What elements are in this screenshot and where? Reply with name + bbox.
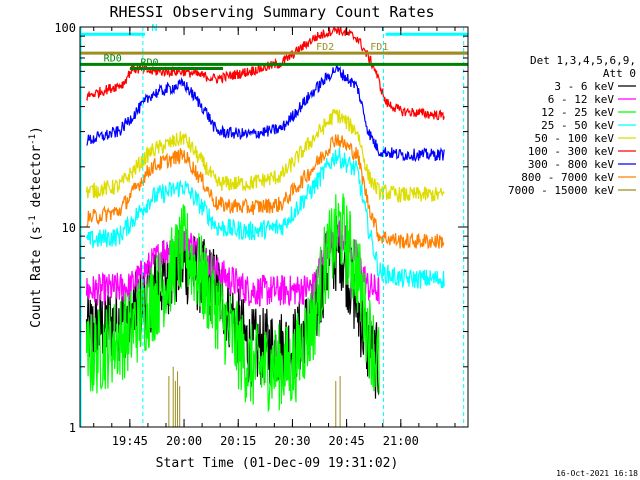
x-tick-label: 20:15 (220, 434, 256, 448)
y-axis-label-main: Count Rate (s (29, 226, 44, 328)
y-axis-label-sup1: -1 (28, 215, 38, 226)
legend-label: 25 - 50 keV (541, 119, 614, 132)
y-axis-label: Count Rate (s-1 detector-1) (28, 126, 44, 328)
chart-title: RHESSI Observing Summary Count Rates (109, 3, 434, 21)
flag-label-rd0: RD0 (104, 53, 122, 64)
y-axis-label-mid: detector (29, 145, 44, 216)
y-tick-label: 10 (62, 221, 76, 235)
y-axis-label-end: ) (29, 126, 44, 134)
legend-label: 6 - 12 keV (548, 93, 615, 106)
axis-layer: 19:45 20:00 20:15 20:30 20:45 21:00 1 10 100 (54, 21, 468, 448)
series-100-300-kev (86, 26, 445, 121)
legend-label: 3 - 6 keV (554, 80, 614, 93)
legend-label: 7000 - 15000 keV (508, 184, 614, 197)
x-tick-label: 20:30 (274, 434, 310, 448)
x-tick-label: 19:45 (112, 434, 148, 448)
series-800-7000-kev (86, 134, 445, 249)
x-tick-label: 20:00 (166, 434, 202, 448)
x-tick-label: 20:45 (329, 434, 365, 448)
legend-label: 100 - 300 keV (528, 145, 614, 158)
timestamp: 16-Oct-2021 16:18 (556, 469, 638, 478)
y-axis-label-sup2: -1 (28, 134, 38, 145)
x-tick-label: 21:00 (383, 434, 419, 448)
legend-label: 300 - 800 keV (528, 158, 614, 171)
legend-label: 800 - 7000 keV (521, 171, 614, 184)
legend-label: 50 - 100 keV (535, 132, 615, 145)
y-tick-label: 1 (69, 421, 76, 435)
series-300-800-kev (86, 64, 445, 163)
flag-label-rd0: RD0 (141, 58, 159, 69)
flag-label-n: N (151, 23, 157, 34)
series-25-50-kev (85, 147, 445, 289)
series-layer (85, 26, 445, 427)
y-tick-label: 100 (54, 21, 76, 35)
flag-label-fd2: FD2 (316, 42, 334, 53)
series-50-100-kev (85, 109, 445, 203)
legend-label: 12 - 25 keV (541, 106, 614, 119)
x-axis-label: Start Time (01-Dec-09 19:31:02) (156, 456, 399, 471)
series-12-25-kev (85, 193, 380, 413)
legend-header-line2: Att 0 (603, 67, 636, 80)
legend-header-line1: Det 1,3,4,5,6,9, (530, 54, 636, 67)
flag-label-fd1: FD1 (370, 42, 388, 53)
